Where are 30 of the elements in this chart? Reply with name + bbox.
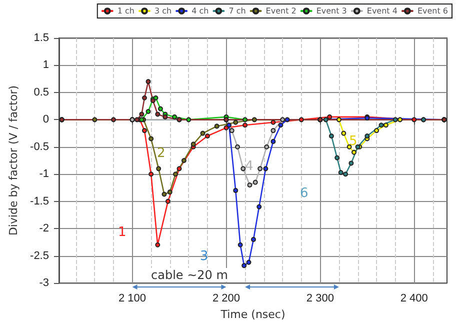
y-tick-label: -2.5: [30, 250, 49, 262]
annotation: cable ~20 m: [151, 268, 228, 282]
y-tick-label: -1.5: [30, 195, 49, 208]
y-tick-label: -3: [39, 277, 49, 289]
y-tick-label: -2: [39, 222, 49, 235]
legend-label: 3 ch: [154, 6, 172, 16]
annotation: 2: [157, 146, 166, 161]
y-axis-title: Divide by factor (V / factor): [7, 85, 20, 236]
x-axis-title: Time (nsec): [220, 308, 286, 321]
legend-label: 4 ch: [192, 6, 209, 16]
x-tick-label: 2 100: [118, 292, 146, 304]
y-tick-label: 1: [42, 59, 49, 72]
legend-label: 1 ch: [117, 6, 134, 16]
y-tick-label: 1.5: [34, 32, 49, 44]
annotation: 4: [245, 159, 254, 174]
y-tick-label: -1: [39, 168, 49, 180]
legend-label: Event 6: [417, 6, 448, 16]
legend-label: 7 ch: [228, 6, 246, 16]
legend-label: Event 3: [316, 6, 347, 16]
legend-label: Event 4: [366, 6, 398, 16]
y-tick-label: -0.5: [30, 140, 49, 153]
x-tick-label: 2 400: [400, 292, 428, 304]
annotation: 5: [349, 134, 358, 149]
y-tick-label: 0.5: [34, 86, 49, 98]
x-tick-label: 2 300: [306, 292, 334, 304]
legend-label: Event 2: [266, 6, 296, 16]
y-tick-label: 0: [42, 114, 49, 126]
x-tick-label: 2 200: [212, 292, 240, 304]
annotation: 1: [118, 225, 126, 240]
annotation: 6: [300, 186, 308, 201]
